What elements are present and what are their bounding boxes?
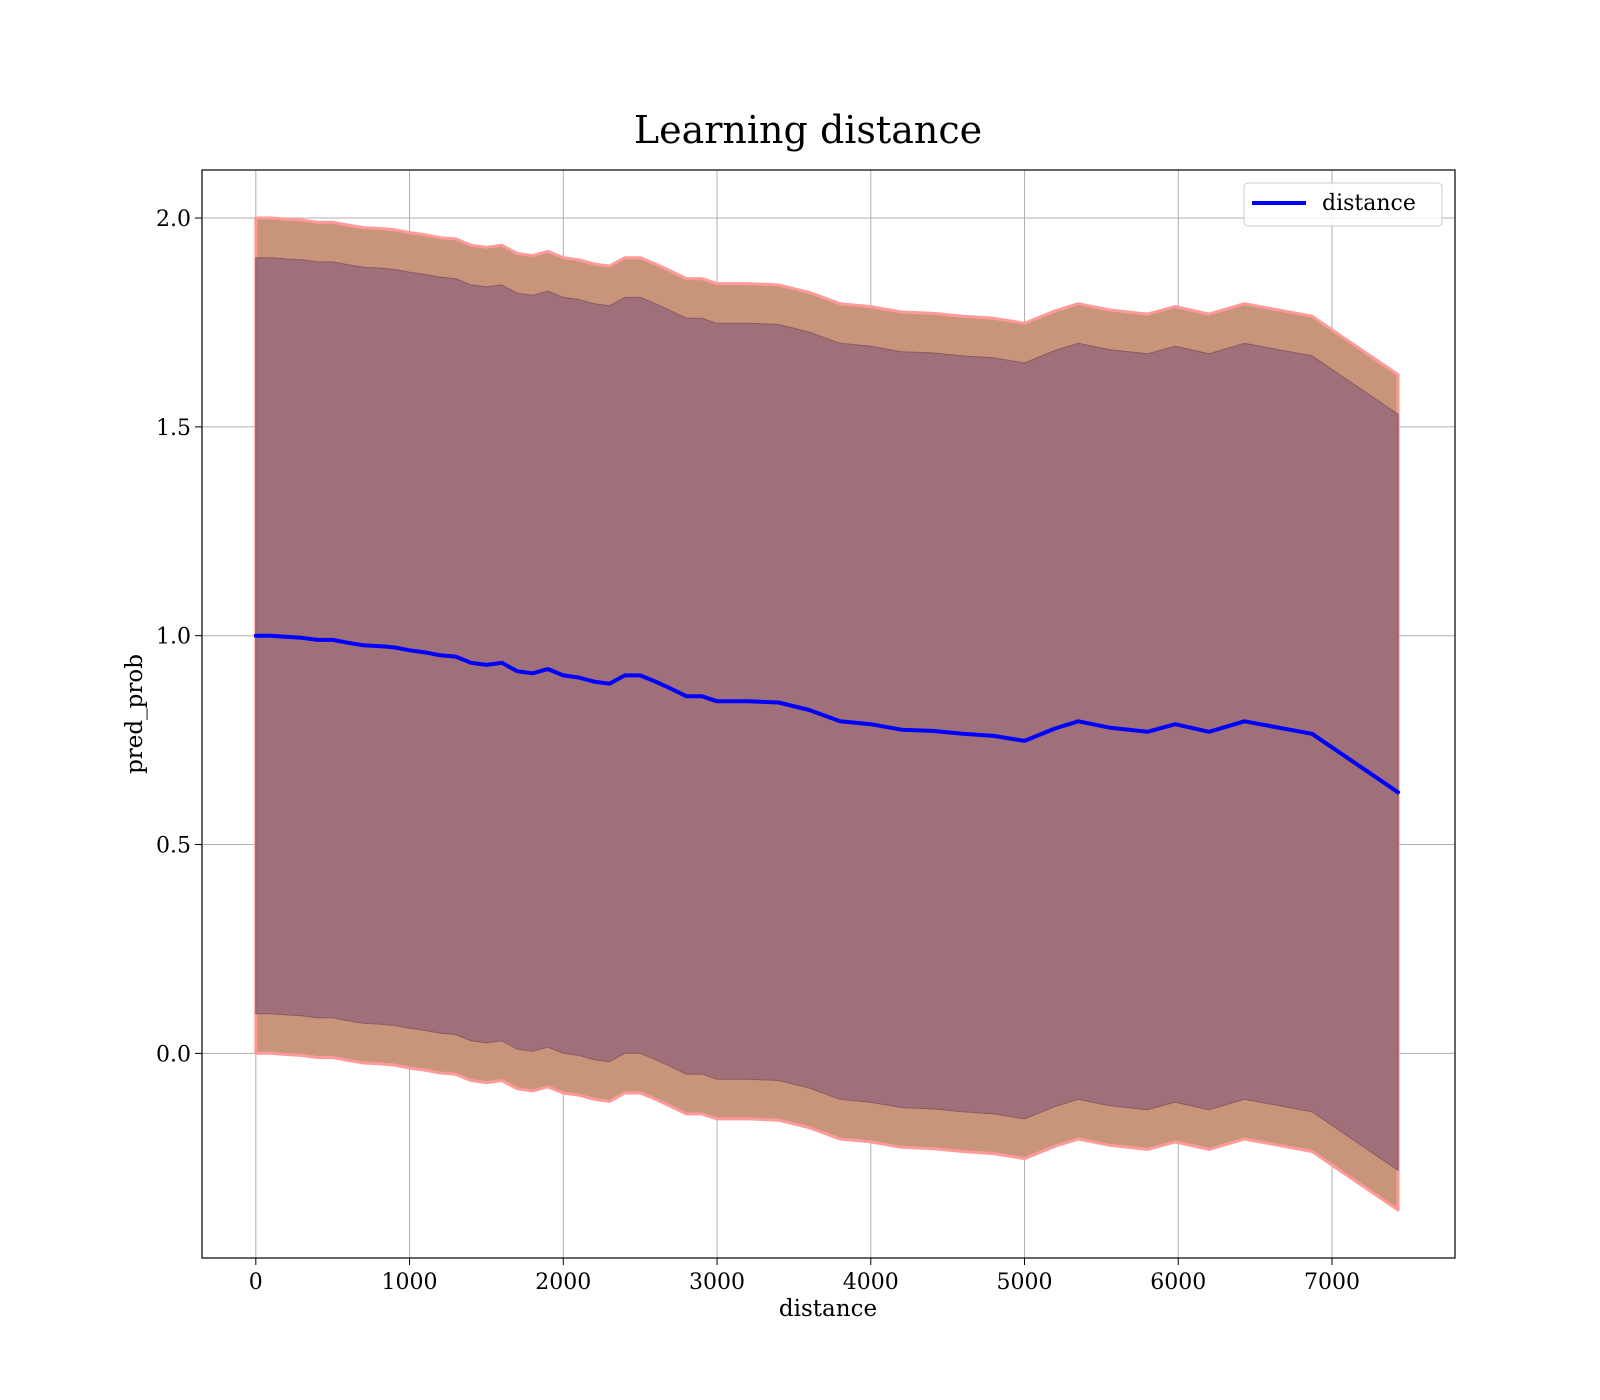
x-tick-label: 3000: [689, 1270, 745, 1295]
series-line-distance: [253, 633, 1401, 795]
x-tick-label: 2000: [535, 1270, 591, 1295]
x-tick-label: 7000: [1304, 1270, 1360, 1295]
legend-label: distance: [1322, 191, 1416, 216]
plot-frame: [201, 169, 1456, 1259]
series-lines: [253, 633, 1401, 795]
chart-title: Learning distance: [634, 108, 982, 152]
x-tick-label: 6000: [1150, 1270, 1206, 1295]
x-tick-label: 4000: [843, 1270, 899, 1295]
x-axis-label: distance: [779, 1296, 877, 1322]
x-tick-label: 1000: [382, 1270, 438, 1295]
confidence-bands: [254, 216, 1400, 1212]
x-tick-label: 5000: [997, 1270, 1053, 1295]
y-axis-ticks: 0.0 0.5 1.0 1.5 2.0: [156, 207, 202, 1067]
y-tick-label: 1.5: [156, 416, 191, 441]
legend: distance: [1243, 182, 1443, 227]
legend-box: [1243, 182, 1443, 227]
x-axis-ticks: 0 1000 2000 3000 4000 5000 6000 7000: [249, 1258, 1360, 1295]
y-tick-label: 0.0: [156, 1042, 191, 1067]
y-tick-label: 2.0: [156, 207, 191, 232]
x-tick-label: 0: [249, 1270, 263, 1295]
inner-band: [255, 257, 1399, 1172]
y-tick-label: 0.5: [156, 834, 191, 859]
y-axis-label: pred_prob: [122, 654, 148, 774]
y-tick-label: 1.0: [156, 625, 191, 650]
